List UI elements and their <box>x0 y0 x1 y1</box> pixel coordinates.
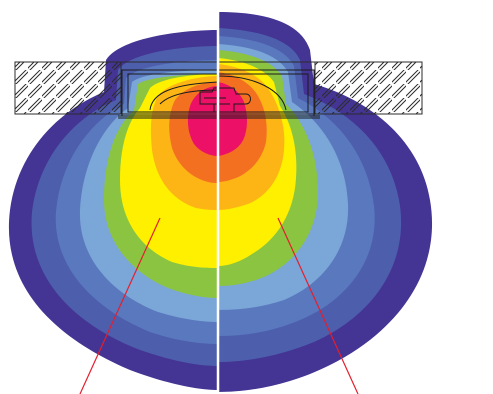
left-distribution <box>8 30 218 390</box>
ceiling-right-hatch <box>314 61 423 115</box>
fixture-reflector-right <box>217 75 287 111</box>
right-band-core-magenta <box>218 82 247 156</box>
fixture-reflector-inner-left <box>159 89 219 105</box>
leader-line-right <box>277 217 359 394</box>
ceiling-strip <box>14 61 423 115</box>
right-distribution <box>218 12 433 392</box>
fixture-reflector-left <box>149 81 219 111</box>
fixture-lamp-body <box>199 87 251 113</box>
leader-line-left <box>79 217 161 394</box>
ceiling-left-hatch <box>14 61 122 115</box>
